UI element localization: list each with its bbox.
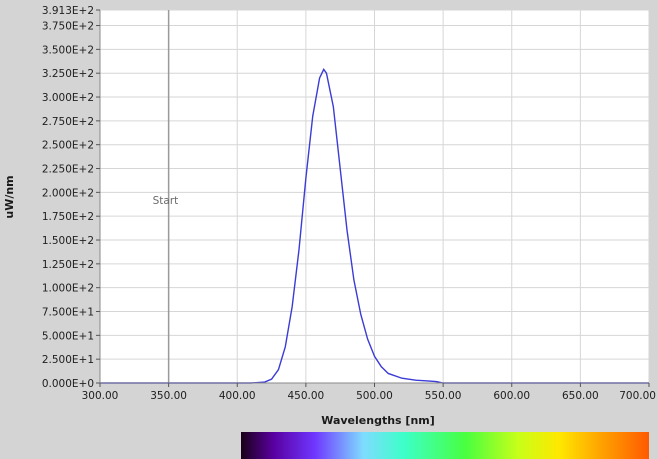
- x-tick-label: 400.00: [219, 390, 256, 402]
- y-axis-ticks: 0.000E+0 2.500E+1 5.000E+1 7.500E+1 1.000E+2…: [42, 5, 100, 390]
- x-tick-label: 700.00: [619, 390, 656, 402]
- y-tick-label: 2.500E+2: [42, 140, 94, 152]
- y-tick-label: 1.750E+2: [42, 211, 94, 223]
- x-tick-label: 450.00: [288, 390, 325, 402]
- start-marker-label: Start: [153, 195, 179, 207]
- x-tick-label: 500.00: [356, 390, 393, 402]
- y-tick-label: 3.250E+2: [42, 68, 94, 80]
- y-axis-title: uW/nm: [3, 175, 16, 218]
- y-tick-label: 1.500E+2: [42, 235, 94, 247]
- x-tick-label: 350.00: [150, 390, 187, 402]
- x-tick-label: 300.00: [82, 390, 119, 402]
- y-tick-label: 3.750E+2: [42, 21, 94, 33]
- y-tick-label: 3.913E+2: [42, 5, 94, 17]
- y-tick-label: 1.000E+2: [42, 283, 94, 295]
- x-tick-label: 550.00: [425, 390, 462, 402]
- y-tick-label: 0.000E+0: [42, 378, 94, 390]
- y-tick-label: 3.500E+2: [42, 44, 94, 56]
- x-tick-label: 600.00: [493, 390, 530, 402]
- x-tick-label: 650.00: [562, 390, 599, 402]
- x-axis-title: Wavelengths [nm]: [321, 414, 435, 427]
- y-tick-label: 7.500E+1: [42, 307, 94, 319]
- y-tick-label: 2.750E+2: [42, 116, 94, 128]
- y-tick-label: 3.000E+2: [42, 92, 94, 104]
- y-tick-label: 5.000E+1: [42, 330, 94, 342]
- wavelength-color-bar: [241, 432, 649, 459]
- y-tick-label: 1.250E+2: [42, 259, 94, 271]
- x-axis-ticks: 300.00 350.00 400.00 450.00 500.00 550.00 600.…: [82, 383, 656, 402]
- y-tick-label: 2.500E+1: [42, 354, 94, 366]
- y-tick-label: 2.250E+2: [42, 164, 94, 176]
- spectrum-series-line: [100, 68, 649, 384]
- y-tick-label: 2.000E+2: [42, 187, 94, 199]
